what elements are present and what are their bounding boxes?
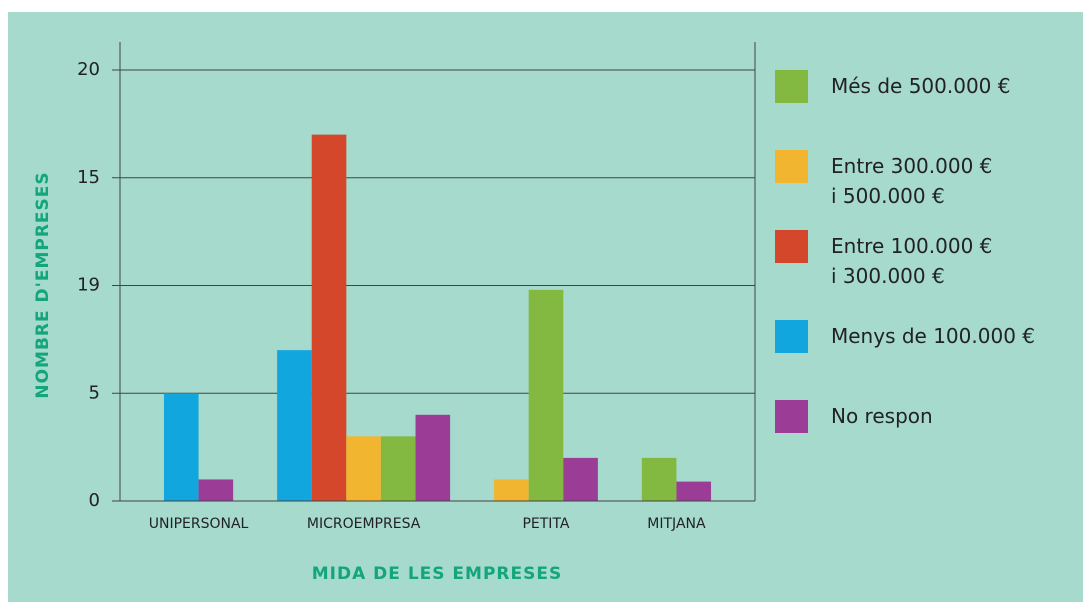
x-tick-label: MITJANA xyxy=(647,516,706,532)
y-axis-title: NOMBRE D'EMPRESES xyxy=(33,171,53,398)
bar xyxy=(563,457,598,501)
legend-swatch xyxy=(775,70,808,103)
legend-swatch xyxy=(775,320,808,353)
legend-swatch xyxy=(775,150,808,183)
bar xyxy=(641,457,677,501)
bar xyxy=(494,479,529,501)
legend-item: Entre 100.000 € i 300.000 € xyxy=(775,230,992,291)
y-tick-label: 20 xyxy=(77,59,100,80)
legend-label: No respon xyxy=(831,404,933,428)
bar xyxy=(198,479,234,501)
y-tick-label: 19 xyxy=(77,275,100,296)
legend-label: Més de 500.000 € xyxy=(831,74,1011,98)
bar xyxy=(277,350,312,501)
bar xyxy=(676,481,712,501)
legend-item: Entre 300.000 € i 500.000 € xyxy=(775,150,992,211)
bar xyxy=(346,436,381,501)
bar xyxy=(528,289,564,501)
legend-swatch xyxy=(775,230,808,263)
y-tick-label: 15 xyxy=(77,167,100,188)
x-axis-title: MIDA DE LES EMPRESES xyxy=(312,564,562,584)
legend-label: Entre 100.000 € i 300.000 € xyxy=(831,234,993,288)
bar xyxy=(311,134,347,501)
legend-label: Entre 300.000 € i 500.000 € xyxy=(831,154,993,208)
legend-label: Menys de 100.000 € xyxy=(831,324,1035,348)
legend-swatch xyxy=(775,400,808,433)
legend-item: Més de 500.000 € xyxy=(775,70,1010,103)
legend-item: No respon xyxy=(775,400,933,433)
legend-item: Menys de 100.000 € xyxy=(775,320,1035,353)
x-tick-label: PETITA xyxy=(522,516,569,532)
y-tick-label: 5 xyxy=(89,382,100,403)
bar xyxy=(380,436,416,501)
x-tick-label: MICROEMPRESA xyxy=(307,516,421,532)
x-tick-label: UNIPERSONAL xyxy=(149,516,249,532)
bar xyxy=(163,393,199,501)
y-tick-label: 0 xyxy=(89,490,100,511)
bar xyxy=(415,414,451,501)
